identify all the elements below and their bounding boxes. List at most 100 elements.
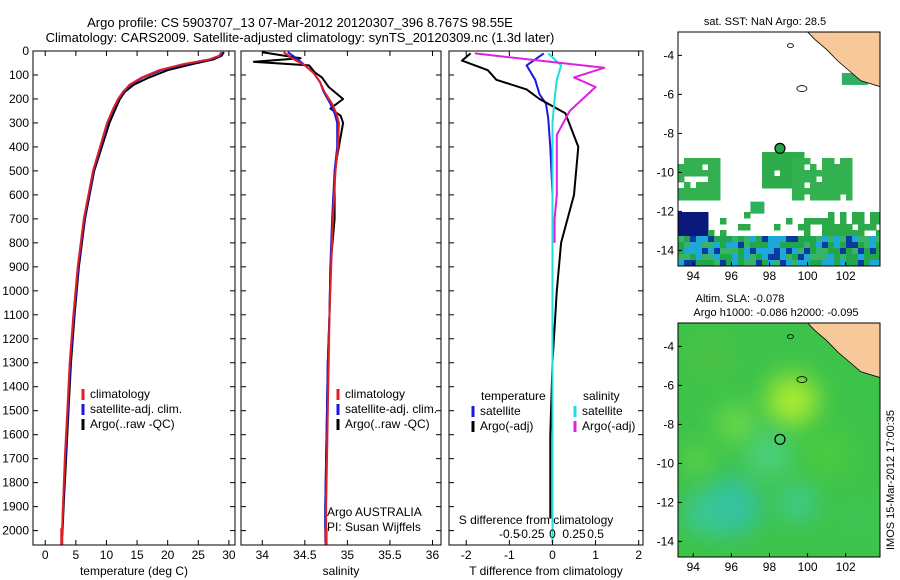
- map-frame: [677, 31, 881, 267]
- y-tick-label: 700: [9, 212, 29, 226]
- map-x-tick-label: 102: [836, 560, 856, 574]
- series-line-satellite-adj-clim-: [60, 51, 224, 543]
- y-tick-label: 1200: [2, 332, 29, 346]
- x-axis-label-top: S difference from climatology: [459, 513, 614, 527]
- y-tick-label: 500: [9, 164, 29, 178]
- salinity-panel: 34 34.5 35 35.5 36 salinity climatologysatelli…: [240, 50, 442, 578]
- x-tick-label: 1: [592, 548, 599, 562]
- legend-label: satellite-adj. clim.: [90, 402, 182, 416]
- island-outline: [787, 43, 794, 49]
- x-tick-label: 0: [549, 548, 556, 562]
- sla-blob: [717, 404, 758, 445]
- y-tick-label: 1100: [3, 308, 29, 322]
- map-x-tick-label: 100: [798, 560, 818, 574]
- y-tick-label: 1600: [2, 428, 29, 442]
- y-tick-label: 400: [9, 140, 29, 154]
- y-tick-label: 0: [22, 44, 29, 58]
- map-y-tick-label: -12: [657, 204, 675, 218]
- series-line-t-argo-adj-: [460, 52, 580, 519]
- sla-blob: [681, 443, 714, 476]
- y-tick-label: 200: [9, 92, 29, 106]
- map-y-tick-label: -6: [663, 378, 674, 392]
- legend-label: satellite-adj. clim.: [345, 402, 437, 416]
- legend-label: climatology: [345, 387, 405, 401]
- map-field: [678, 323, 880, 557]
- island-outline: [796, 85, 808, 92]
- legend-title-temperature: temperature: [481, 389, 546, 403]
- map-x-tick-label: 102: [836, 269, 856, 283]
- legend-label: Argo(..raw -QC): [90, 417, 175, 431]
- map-y-tick-label: -8: [663, 417, 674, 431]
- x-tick-label: 34: [256, 548, 270, 562]
- argo-profile-marker: [774, 433, 786, 445]
- x-tick-label-top: -0.25: [517, 527, 545, 541]
- x-tick-label-top: 0.5: [587, 527, 604, 541]
- sla-map-title-line1: Altim. SLA: -0.078: [696, 293, 785, 305]
- legend-label: satellite: [582, 404, 623, 418]
- sla-map-panel: 94 96 98 100 102 -4 -6 -8 -10 -12 -14: [657, 322, 881, 574]
- y-tick-label: 1300: [2, 356, 29, 370]
- x-axis-label: salinity: [323, 564, 360, 578]
- sst-map-panel: 94 96 98 100 102 -4 -6 -8 -10 -12 -14: [657, 31, 881, 283]
- sla-blob: [833, 496, 878, 540]
- map-y-tick-label: -14: [657, 534, 675, 548]
- argo-profile-marker: [774, 142, 786, 154]
- y-tick-label: 1800: [2, 476, 29, 490]
- map-y-tick-label: -8: [663, 126, 674, 140]
- y-tick-label: 1000: [2, 284, 29, 298]
- figure-title-line1: Argo profile: CS 5903707_13 07-Mar-2012 …: [87, 15, 513, 30]
- figure-title-line2: Climatology: CARS2009. Satellite-adjuste…: [46, 30, 555, 45]
- map-y-tick-label: -6: [663, 87, 674, 101]
- x-tick-label: 10: [100, 548, 114, 562]
- map-y-tick-label: -10: [657, 165, 675, 179]
- legend-label: Argo(-adj): [582, 419, 635, 433]
- sla-blob: [684, 496, 721, 533]
- map-frame: [677, 322, 881, 558]
- map-y-tick-label: -10: [657, 456, 675, 470]
- map-x-tick-label: 96: [725, 269, 739, 283]
- x-tick-label: -2: [461, 548, 472, 562]
- series-line-argo-raw-qc-: [61, 51, 225, 536]
- map-x-tick-label: 94: [687, 560, 701, 574]
- x-tick-label-top: -0.5: [499, 527, 520, 541]
- map-y-tick-label: -4: [663, 339, 674, 353]
- y-tick-label: 1700: [2, 452, 29, 466]
- y-tick-label: 100: [9, 68, 29, 82]
- plot-frame: [32, 50, 236, 546]
- y-tick-label: 1500: [2, 404, 29, 418]
- annotation-pi: PI: Susan Wijffels: [327, 520, 421, 534]
- annotation-argo-australia: Argo AUSTRALIA: [327, 505, 422, 519]
- sst-patch: [750, 201, 765, 214]
- y-tick-label: 1900: [2, 500, 29, 514]
- series-line-s-satellite: [547, 52, 563, 543]
- map-x-tick-label: 98: [763, 560, 777, 574]
- y-tick-label: 900: [9, 260, 29, 274]
- x-tick-label: 25: [192, 548, 206, 562]
- x-tick-label: 0: [42, 548, 49, 562]
- x-tick-label: 20: [161, 548, 175, 562]
- x-tick-label: 36: [426, 548, 440, 562]
- x-axis-label: temperature (deg C): [80, 564, 188, 578]
- series-line-climatology: [60, 51, 223, 543]
- map-y-tick-label: -4: [663, 48, 674, 62]
- sla-blob: [690, 334, 735, 379]
- legend-label: climatology: [90, 387, 150, 401]
- x-tick-label-top: 0: [549, 527, 556, 541]
- x-axis-label: T difference from climatology: [469, 564, 623, 578]
- map-y-tick-label: -12: [657, 495, 675, 509]
- sla-blob: [778, 482, 819, 523]
- legend-label: satellite: [480, 404, 521, 418]
- map-x-tick-label: 98: [763, 269, 777, 283]
- land-sumatra: [807, 32, 880, 88]
- legend-label: Argo(-adj): [480, 419, 533, 433]
- series-line-climatology: [283, 51, 340, 543]
- x-tick-label: -1: [504, 548, 515, 562]
- island-outline: [796, 376, 808, 383]
- series-line-t-satellite: [525, 52, 554, 543]
- sla-map-title-line2: Argo h1000: -0.086 h2000: -0.095: [693, 307, 858, 319]
- x-tick-label: 35.5: [378, 548, 402, 562]
- y-tick-label: 600: [9, 188, 29, 202]
- temperature-panel: 0 5 10 15 20 25 30 temperature (deg C) 0 100 200 30…: [2, 44, 236, 578]
- x-tick-label-top: 0.25: [562, 527, 586, 541]
